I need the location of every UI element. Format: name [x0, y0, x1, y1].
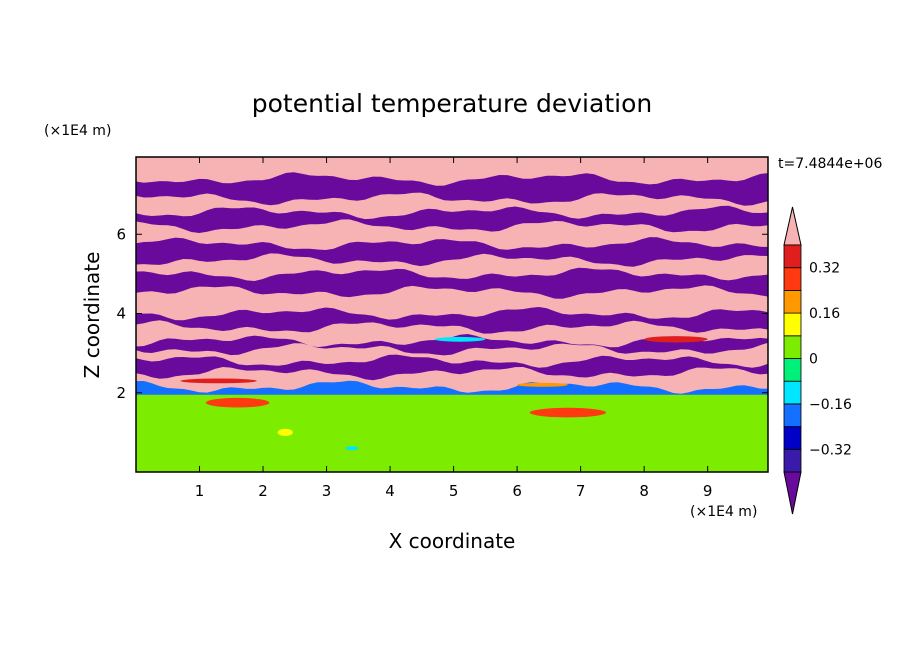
field-detail [288, 463, 480, 472]
colorbar-bin [783, 403, 802, 427]
field-detail [434, 336, 486, 342]
colorbar-bin [783, 426, 802, 450]
field-detail [301, 438, 365, 467]
field-detail [205, 397, 270, 408]
field-detail [644, 414, 721, 435]
x-tick-label: 4 [385, 482, 395, 500]
x-tick-label: 2 [258, 482, 268, 500]
colorbar-under-triangle [783, 471, 802, 515]
x-unit-label: (×1E4 m) [690, 504, 757, 520]
colorbar-bin [783, 448, 802, 473]
x-tick-label: 7 [576, 482, 586, 500]
x-axis: 1 2 3 4 5 6 7 8 9 [195, 157, 713, 500]
colorbar-bin [783, 380, 802, 405]
colorbar-tick-label: −0.16 [809, 397, 852, 413]
field-detail [277, 428, 293, 436]
colorbar-bin [783, 244, 802, 269]
y-tick-label: 6 [116, 225, 126, 243]
colorbar: −0.32 −0.16 0 0.16 0.32 [783, 206, 852, 515]
plot-frame [135, 156, 769, 473]
colorbar-bin [783, 267, 802, 291]
x-tick-label: 5 [449, 482, 459, 500]
heatmap-detail [136, 336, 721, 472]
colorbar-tick-label: 0.16 [809, 306, 840, 322]
colorbar-bin [783, 358, 802, 382]
colorbar-bin [783, 335, 802, 359]
x-tick-label: 9 [703, 482, 713, 500]
field-detail [529, 407, 607, 418]
colorbar-bin [783, 289, 802, 314]
field-detail [180, 378, 257, 384]
x-axis-label: X coordinate [389, 529, 516, 553]
colorbar-tick-label: 0 [809, 352, 818, 368]
x-tick-label: 8 [639, 482, 649, 500]
y-axis-label: Z coordinate [80, 252, 104, 379]
x-tick-label: 1 [195, 482, 205, 500]
colorbar-over-triangle [783, 206, 802, 246]
time-label: t=7.4844e+06 [778, 156, 882, 172]
field-detail [345, 446, 359, 451]
colorbar-tick-label: 0.32 [809, 261, 840, 277]
field-detail [517, 382, 568, 387]
colorbar-tick-label: −0.32 [809, 442, 852, 458]
chart-title: potential temperature deviation [252, 89, 652, 118]
y-unit-label: (×1E4 m) [44, 123, 111, 139]
plot-area [136, 157, 768, 472]
field-detail [644, 336, 708, 343]
x-tick-label: 3 [322, 482, 332, 500]
y-tick-label: 4 [116, 305, 126, 323]
y-tick-label: 2 [116, 384, 126, 402]
x-tick-label: 6 [512, 482, 522, 500]
field-detail [136, 462, 251, 471]
y-axis: 2 4 6 [116, 225, 768, 402]
field-detail [453, 440, 518, 465]
colorbar-bin [783, 312, 802, 337]
